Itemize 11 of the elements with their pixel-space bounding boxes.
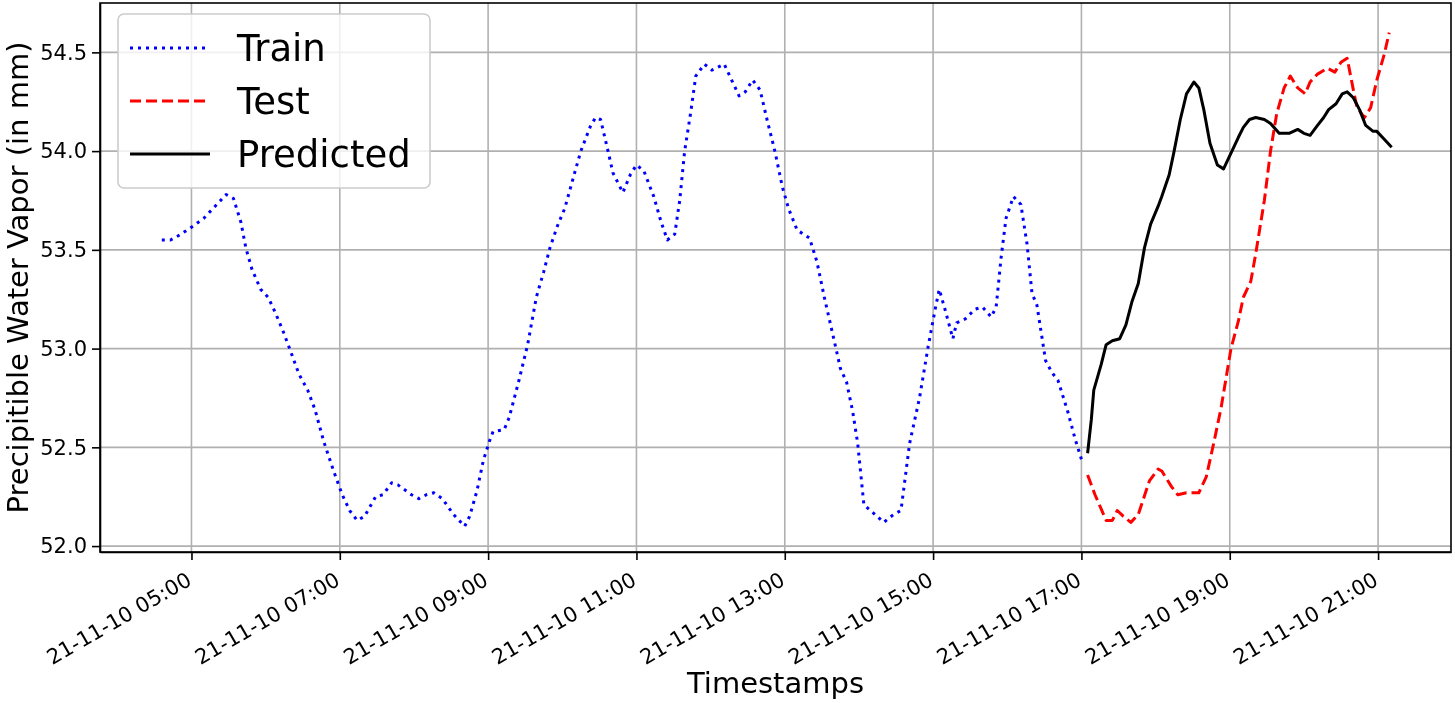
y-tick-label: 52.5	[40, 435, 87, 460]
y-tick-label: 52.0	[40, 534, 87, 559]
legend-label: Test	[236, 80, 310, 124]
x-axis-title: Timestamps	[686, 666, 864, 700]
y-axis-title: Precipitible Water Vapor (in mm)	[1, 41, 35, 514]
y-tick-label: 53.5	[40, 238, 87, 263]
y-tick-label: 53.0	[40, 336, 87, 361]
legend-label: Predicted	[237, 133, 411, 177]
y-tick-label: 54.0	[40, 139, 87, 164]
legend-label: Train	[236, 27, 326, 71]
y-tick-label: 54.5	[40, 40, 87, 65]
